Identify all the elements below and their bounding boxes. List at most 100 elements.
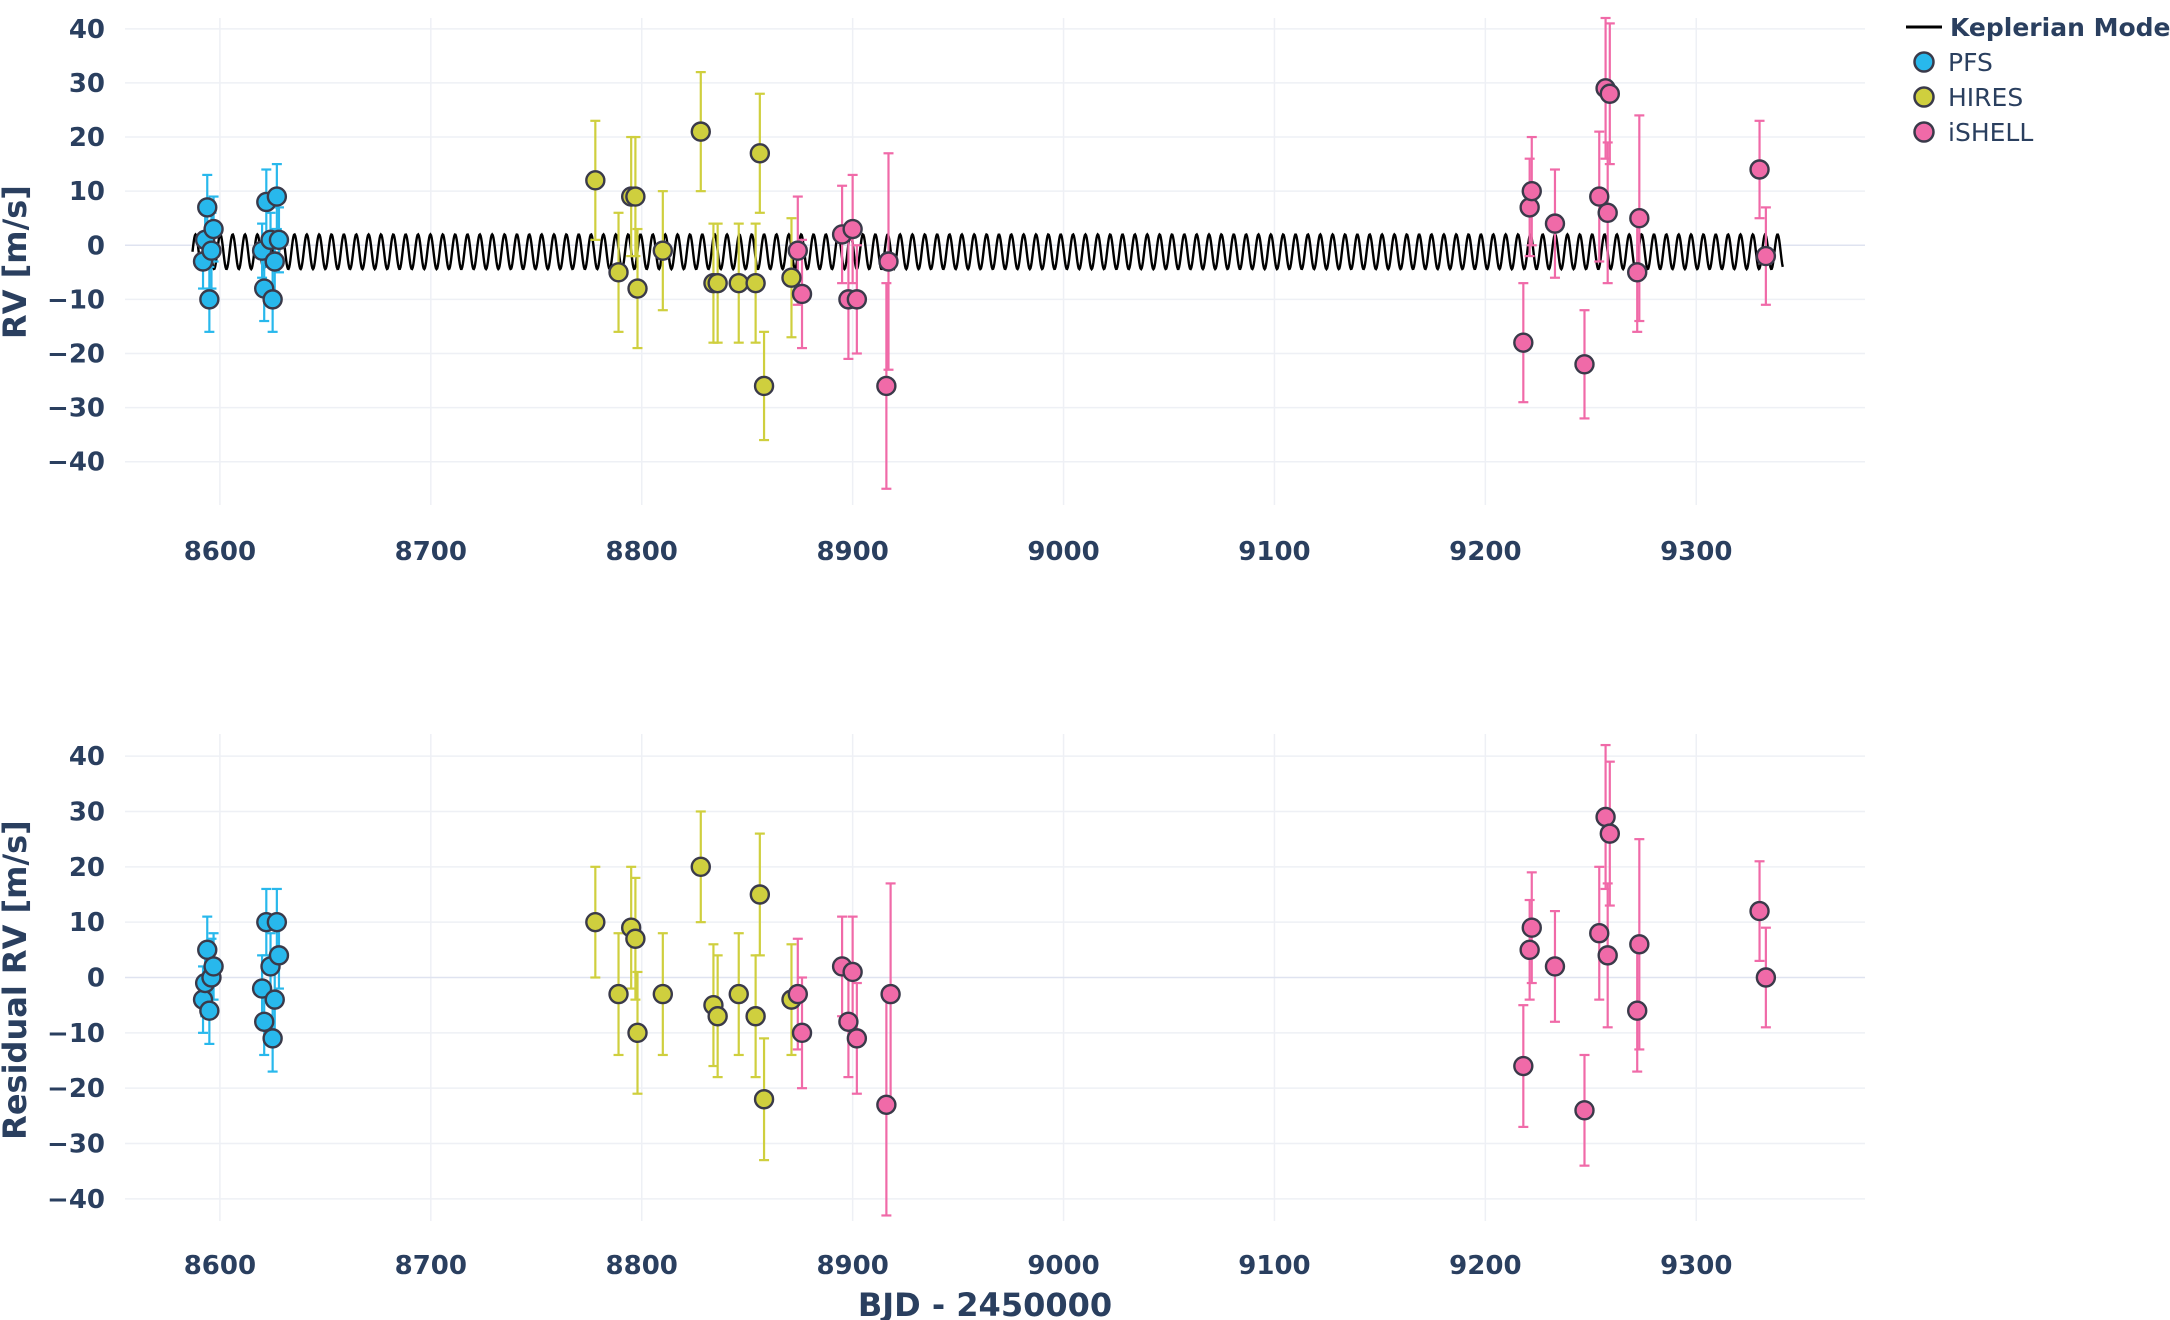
residual-ishell-data-point[interactable] [1599,823,1621,844]
rv-ishell-data-point[interactable] [787,240,808,261]
residual-hires-data-point[interactable] [745,1006,766,1027]
rv-hires-data-point[interactable] [585,170,606,191]
residual-ishell-data-point[interactable] [880,983,901,1005]
rv-pfs-data-point[interactable] [203,218,224,240]
rv-hires-data-point[interactable] [625,186,646,207]
residual-hires-data-point[interactable] [627,1022,648,1044]
residual-ishell-data-point[interactable] [1595,806,1616,828]
residual-hires-data-point[interactable] [652,983,674,1005]
rv-x-tick-label: 8600 [184,537,256,567]
rv-ishell-data-point[interactable] [1627,262,1648,283]
residual-ishell-data-point[interactable] [842,961,863,983]
x-axis-title: BJD - 2450000 [858,1286,1112,1320]
rv-y-tick-label: 0 [87,231,105,261]
residual-ishell-data-point[interactable] [1597,945,1618,966]
rv-pfs-data-point[interactable] [268,229,290,251]
residual-x-tick-label: 8900 [816,1251,888,1281]
rv-y-tick-label: −30 [47,394,105,424]
residual-hires-data-point[interactable] [749,884,771,905]
residual-ishell-data-point[interactable] [846,1028,868,1049]
rv-pfs-data-point[interactable] [266,186,288,207]
legend[interactable]: Keplerian Model PFS HIRES iSHELL [1906,13,2170,147]
residual-hires-data-point[interactable] [625,928,646,949]
rv-y-tick-label: −40 [47,448,105,478]
rv-pfs-data-point[interactable] [262,289,283,310]
rv-hires-data-point[interactable] [749,143,771,164]
residual-pfs-data-point[interactable] [254,1011,275,1032]
residual-ishell-data-point[interactable] [1521,917,1542,938]
residual-pfs-data-point[interactable] [264,989,285,1010]
residual-ishell-data-point[interactable] [1519,939,1540,961]
residual-ishell-data-point[interactable] [838,1011,859,1032]
rv-x-tick-label: 9000 [1027,537,1099,567]
rv-ishell-data-point[interactable] [1513,332,1534,353]
rv-ishell-data-point[interactable] [1755,245,1777,267]
residual-ishell-data-point[interactable] [1574,1100,1595,1121]
residual-y-tick-label: 0 [87,964,105,994]
rv-y-axis-title: RV [m/s] [0,185,34,339]
residual-ishell-data-point[interactable] [791,1022,813,1044]
residual-ishell-data-point[interactable] [787,983,808,1005]
legend-hires-label[interactable]: HIRES [1948,83,2023,112]
rv-hires-data-point[interactable] [690,121,711,142]
residual-y-tick-label: −30 [47,1130,105,1160]
rv-ishell-data-point[interactable] [1544,213,1566,234]
rv-ishell-data-point[interactable] [842,218,863,240]
rv-ishell-data-point[interactable] [791,283,813,305]
rv-pfs-data-point[interactable] [201,240,222,261]
residual-pfs-data-point[interactable] [262,1028,283,1049]
rv-y-tick-label: 10 [69,177,105,207]
residual-pfs-data-point[interactable] [203,956,224,977]
legend-pfs-label[interactable]: PFS [1948,48,1993,77]
residual-ishell-data-point[interactable] [1749,900,1770,922]
residual-ishell-data-point[interactable] [876,1094,897,1115]
residual-ishell-data-point[interactable] [1755,967,1777,988]
legend-ishell-marker-icon [1913,121,1935,143]
rv-ishell-data-point[interactable] [876,375,897,397]
residual-y-tick-label: 20 [69,853,105,883]
rv-ishell-data-point[interactable] [1599,83,1621,104]
residual-hires-data-point[interactable] [707,1006,728,1027]
rv-hires-data-point[interactable] [707,272,728,294]
rv-pfs-data-point[interactable] [197,197,218,218]
residual-pfs-data-point[interactable] [251,978,273,999]
residual-hires-data-point[interactable] [608,983,629,1005]
residual-ishell-data-point[interactable] [1513,1055,1534,1077]
rv-hires-data-point[interactable] [728,272,749,294]
rv-hires-data-point[interactable] [745,272,766,294]
rv-hires-data-point[interactable] [781,267,802,288]
rv-ishell-data-point[interactable] [1629,208,1650,229]
residual-x-tick-label: 9000 [1027,1251,1099,1281]
rv-ishell-data-point[interactable] [878,251,899,272]
residual-pfs-data-point[interactable] [268,945,290,966]
residual-hires-data-point[interactable] [690,856,711,878]
rv-hires-data-point[interactable] [753,375,775,397]
legend-hires-marker-icon [1913,86,1935,108]
legend-keplerian-model-label[interactable]: Keplerian Model [1950,13,2170,42]
rv-pfs-data-point[interactable] [199,289,220,310]
residual-hires-data-point[interactable] [728,983,749,1005]
rv-ishell-data-point[interactable] [846,289,868,310]
rv-ishell-data-point[interactable] [1589,186,1610,207]
rv-ishell-data-point[interactable] [1521,180,1542,202]
rv-ishell-data-point[interactable] [1597,202,1618,224]
rv-pfs-data-point[interactable] [264,251,285,272]
rv-hires-data-point[interactable] [627,278,648,299]
rv-ishell-data-point[interactable] [1574,354,1595,375]
residual-pfs-data-point[interactable] [266,911,288,933]
residual-ishell-data-point[interactable] [1589,923,1610,944]
residual-pfs-data-point[interactable] [199,1000,220,1021]
rv-hires-data-point[interactable] [652,240,674,261]
rv-y-tick-label: 30 [69,69,105,99]
rv-ishell-data-point[interactable] [1749,159,1770,180]
rv-x-tick-label: 9200 [1449,537,1521,567]
residual-hires-data-point[interactable] [585,911,606,933]
residual-pfs-data-point[interactable] [197,939,218,961]
residual-hires-data-point[interactable] [753,1089,775,1110]
residual-y-tick-label: −20 [47,1074,105,1104]
residual-ishell-data-point[interactable] [1629,934,1650,955]
residual-ishell-data-point[interactable] [1544,956,1566,977]
legend-ishell-label[interactable]: iSHELL [1948,118,2033,147]
rv-hires-data-point[interactable] [608,262,629,283]
residual-ishell-data-point[interactable] [1627,1000,1648,1021]
